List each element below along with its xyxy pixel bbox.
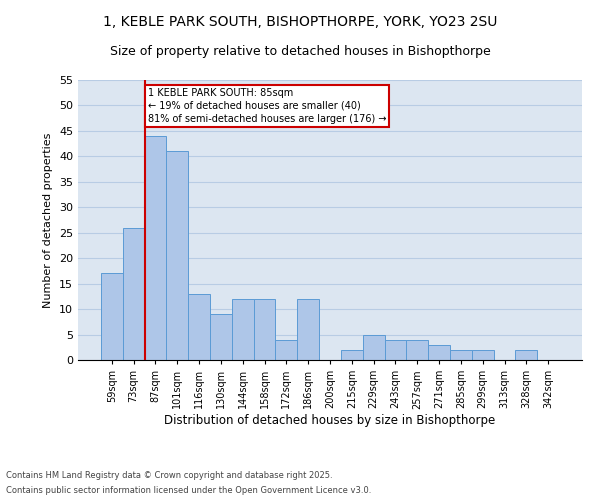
- Bar: [166, 152, 188, 360]
- Bar: [123, 228, 145, 360]
- Bar: [297, 299, 319, 360]
- Text: 1 KEBLE PARK SOUTH: 85sqm
← 19% of detached houses are smaller (40)
81% of semi-: 1 KEBLE PARK SOUTH: 85sqm ← 19% of detac…: [148, 88, 386, 124]
- Bar: [341, 350, 363, 360]
- Bar: [101, 274, 123, 360]
- Bar: [275, 340, 297, 360]
- Bar: [385, 340, 406, 360]
- Bar: [232, 299, 254, 360]
- Text: Size of property relative to detached houses in Bishopthorpe: Size of property relative to detached ho…: [110, 45, 490, 58]
- Bar: [145, 136, 166, 360]
- Bar: [428, 344, 450, 360]
- Bar: [450, 350, 472, 360]
- Y-axis label: Number of detached properties: Number of detached properties: [43, 132, 53, 308]
- Bar: [254, 299, 275, 360]
- Bar: [406, 340, 428, 360]
- Bar: [363, 334, 385, 360]
- Bar: [515, 350, 537, 360]
- Bar: [210, 314, 232, 360]
- X-axis label: Distribution of detached houses by size in Bishopthorpe: Distribution of detached houses by size …: [164, 414, 496, 427]
- Text: 1, KEBLE PARK SOUTH, BISHOPTHORPE, YORK, YO23 2SU: 1, KEBLE PARK SOUTH, BISHOPTHORPE, YORK,…: [103, 15, 497, 29]
- Text: Contains public sector information licensed under the Open Government Licence v3: Contains public sector information licen…: [6, 486, 371, 495]
- Bar: [472, 350, 494, 360]
- Bar: [188, 294, 210, 360]
- Text: Contains HM Land Registry data © Crown copyright and database right 2025.: Contains HM Land Registry data © Crown c…: [6, 471, 332, 480]
